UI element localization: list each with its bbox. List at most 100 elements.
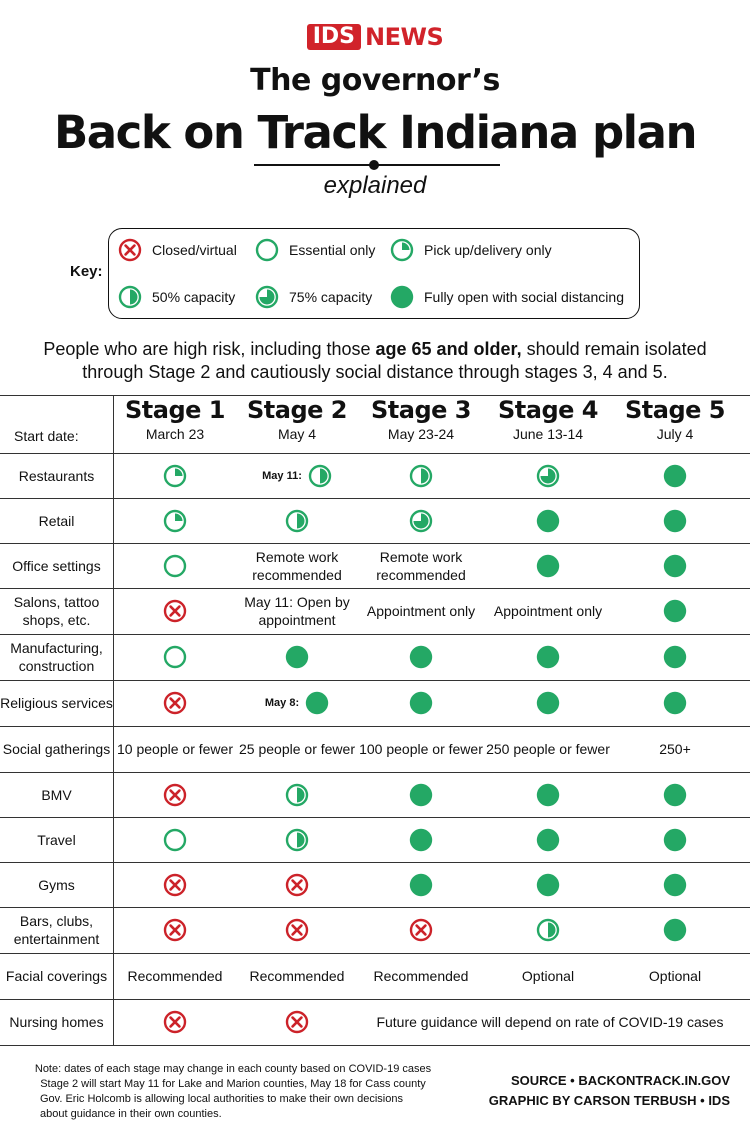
stage-header-2: Stage 2 May 4 xyxy=(235,396,359,442)
table-row-divider xyxy=(0,817,750,818)
table-cell: Optional xyxy=(486,953,610,999)
cell-text: Remote work recommended xyxy=(376,548,466,583)
row-label: Social gatherings xyxy=(2,741,111,757)
table-cell xyxy=(613,680,737,726)
footer-credits: SOURCE • BACKONTRACK.IN.GOV GRAPHIC BY C… xyxy=(489,1071,730,1111)
table-cell xyxy=(235,862,359,907)
key-item-essential: Essential only xyxy=(255,238,375,262)
span-cell-text: Future guidance will depend on rate of C… xyxy=(376,1014,724,1030)
table-cell xyxy=(486,498,610,543)
essential-icon xyxy=(255,238,279,262)
table-row-divider xyxy=(0,680,750,681)
key-item-closed: Closed/virtual xyxy=(118,238,237,262)
table-row-divider xyxy=(0,634,750,635)
table-cell xyxy=(486,680,610,726)
fully-open-icon xyxy=(536,645,560,669)
pickup-icon xyxy=(390,238,414,262)
stage-name: Stage 1 xyxy=(125,396,225,424)
fully-open-icon xyxy=(663,645,687,669)
row-label: Religious services xyxy=(0,695,113,711)
cell-text: 10 people or fewer xyxy=(117,741,233,757)
fully-open-icon xyxy=(409,645,433,669)
cell-note: May 8: xyxy=(264,697,300,709)
closed-icon xyxy=(163,873,187,896)
table-cell xyxy=(113,999,237,1045)
row-label: Bars, clubs, entertainment xyxy=(13,913,100,947)
intro-bold: age 65 and older, xyxy=(375,339,522,359)
cell-text: Optional xyxy=(521,968,575,984)
table-cell: Recommended xyxy=(235,953,359,999)
footer-notes: Note: dates of each stage may change in … xyxy=(18,1062,448,1122)
table-cell: May 8: xyxy=(235,680,359,726)
page-title: Back on Track Indiana plan xyxy=(53,106,698,159)
fully-open-icon xyxy=(663,599,687,623)
pickup-icon xyxy=(163,464,187,487)
title-line-1: The governor’s xyxy=(250,63,500,98)
fully-open-icon xyxy=(536,873,560,896)
fully-open-icon xyxy=(663,918,687,942)
table-cell xyxy=(235,634,359,680)
stage-header-3: Stage 3 May 23-24 xyxy=(359,396,483,442)
intro-part-2: should remain isolated through Stage 2 a… xyxy=(82,339,707,382)
fully-open-icon xyxy=(536,783,560,806)
table-cell xyxy=(235,999,359,1045)
table-cell xyxy=(359,453,483,498)
table-cell xyxy=(113,498,237,543)
table-cell xyxy=(235,498,359,543)
table-cell xyxy=(235,772,359,817)
table-row-divider xyxy=(0,395,750,396)
logo-ids: IDS xyxy=(306,24,362,50)
cell-text: Recommended xyxy=(249,968,345,984)
footer-note-1: Note: dates of each stage may change in … xyxy=(34,1063,432,1075)
table-cell xyxy=(613,498,737,543)
half-capacity-icon xyxy=(285,783,309,806)
row-label: Facial coverings xyxy=(5,968,108,984)
three-quarter-capacity-icon xyxy=(409,509,433,532)
table-cell xyxy=(113,634,237,680)
row-label: Retail xyxy=(38,512,75,529)
table-cell xyxy=(113,817,237,862)
table-row-divider xyxy=(0,588,750,589)
fully-open-icon xyxy=(663,509,687,532)
table-cell xyxy=(235,907,359,953)
cell-text: Recommended xyxy=(373,968,469,984)
table-column-divider xyxy=(113,395,114,1045)
half-capacity-icon xyxy=(285,509,309,532)
half-capacity-icon xyxy=(409,464,433,487)
stage-name: Stage 5 xyxy=(625,396,725,424)
closed-icon xyxy=(163,599,187,623)
cell-note: May 11: xyxy=(262,469,302,482)
row-label: Travel xyxy=(37,831,76,848)
table-cell xyxy=(486,543,610,588)
row-label: Nursing homes xyxy=(9,1014,104,1030)
half-capacity-icon xyxy=(308,464,332,487)
start-date-label: Start date: xyxy=(14,428,79,444)
stage-date: July 4 xyxy=(656,426,694,442)
fully-open-icon xyxy=(536,691,560,715)
cell-text: Remote work recommended xyxy=(252,548,342,583)
ids-news-logo: IDS NEWS xyxy=(0,22,750,52)
essential-icon xyxy=(163,554,187,577)
stage-date: June 13-14 xyxy=(512,426,584,442)
table-row-divider xyxy=(0,498,750,499)
closed-icon xyxy=(409,918,433,942)
three-quarter-capacity-icon xyxy=(536,464,560,487)
table-cell: Recommended xyxy=(359,953,483,999)
footer-credit: GRAPHIC BY CARSON TERBUSH • IDS xyxy=(488,1093,730,1108)
fully-open-icon xyxy=(536,554,560,577)
three-quarter-capacity-icon xyxy=(255,285,279,309)
table-cell: 250 people or fewer xyxy=(486,726,610,772)
table-row-divider xyxy=(0,999,750,1000)
table-cell xyxy=(613,907,737,953)
row-label: Manufacturing, construction xyxy=(10,640,103,674)
table-cell: Recommended xyxy=(113,953,237,999)
fully-open-icon xyxy=(536,509,560,532)
fully-open-icon xyxy=(409,873,433,896)
stage-header-1: Stage 1 March 23 xyxy=(113,396,237,442)
essential-icon xyxy=(163,645,187,669)
table-cell: Remote work recommended xyxy=(359,543,483,588)
table-row-divider xyxy=(0,953,750,954)
stage-date: May 23-24 xyxy=(387,426,455,442)
cell-text: 250 people or fewer xyxy=(486,741,610,757)
closed-icon xyxy=(163,691,187,715)
